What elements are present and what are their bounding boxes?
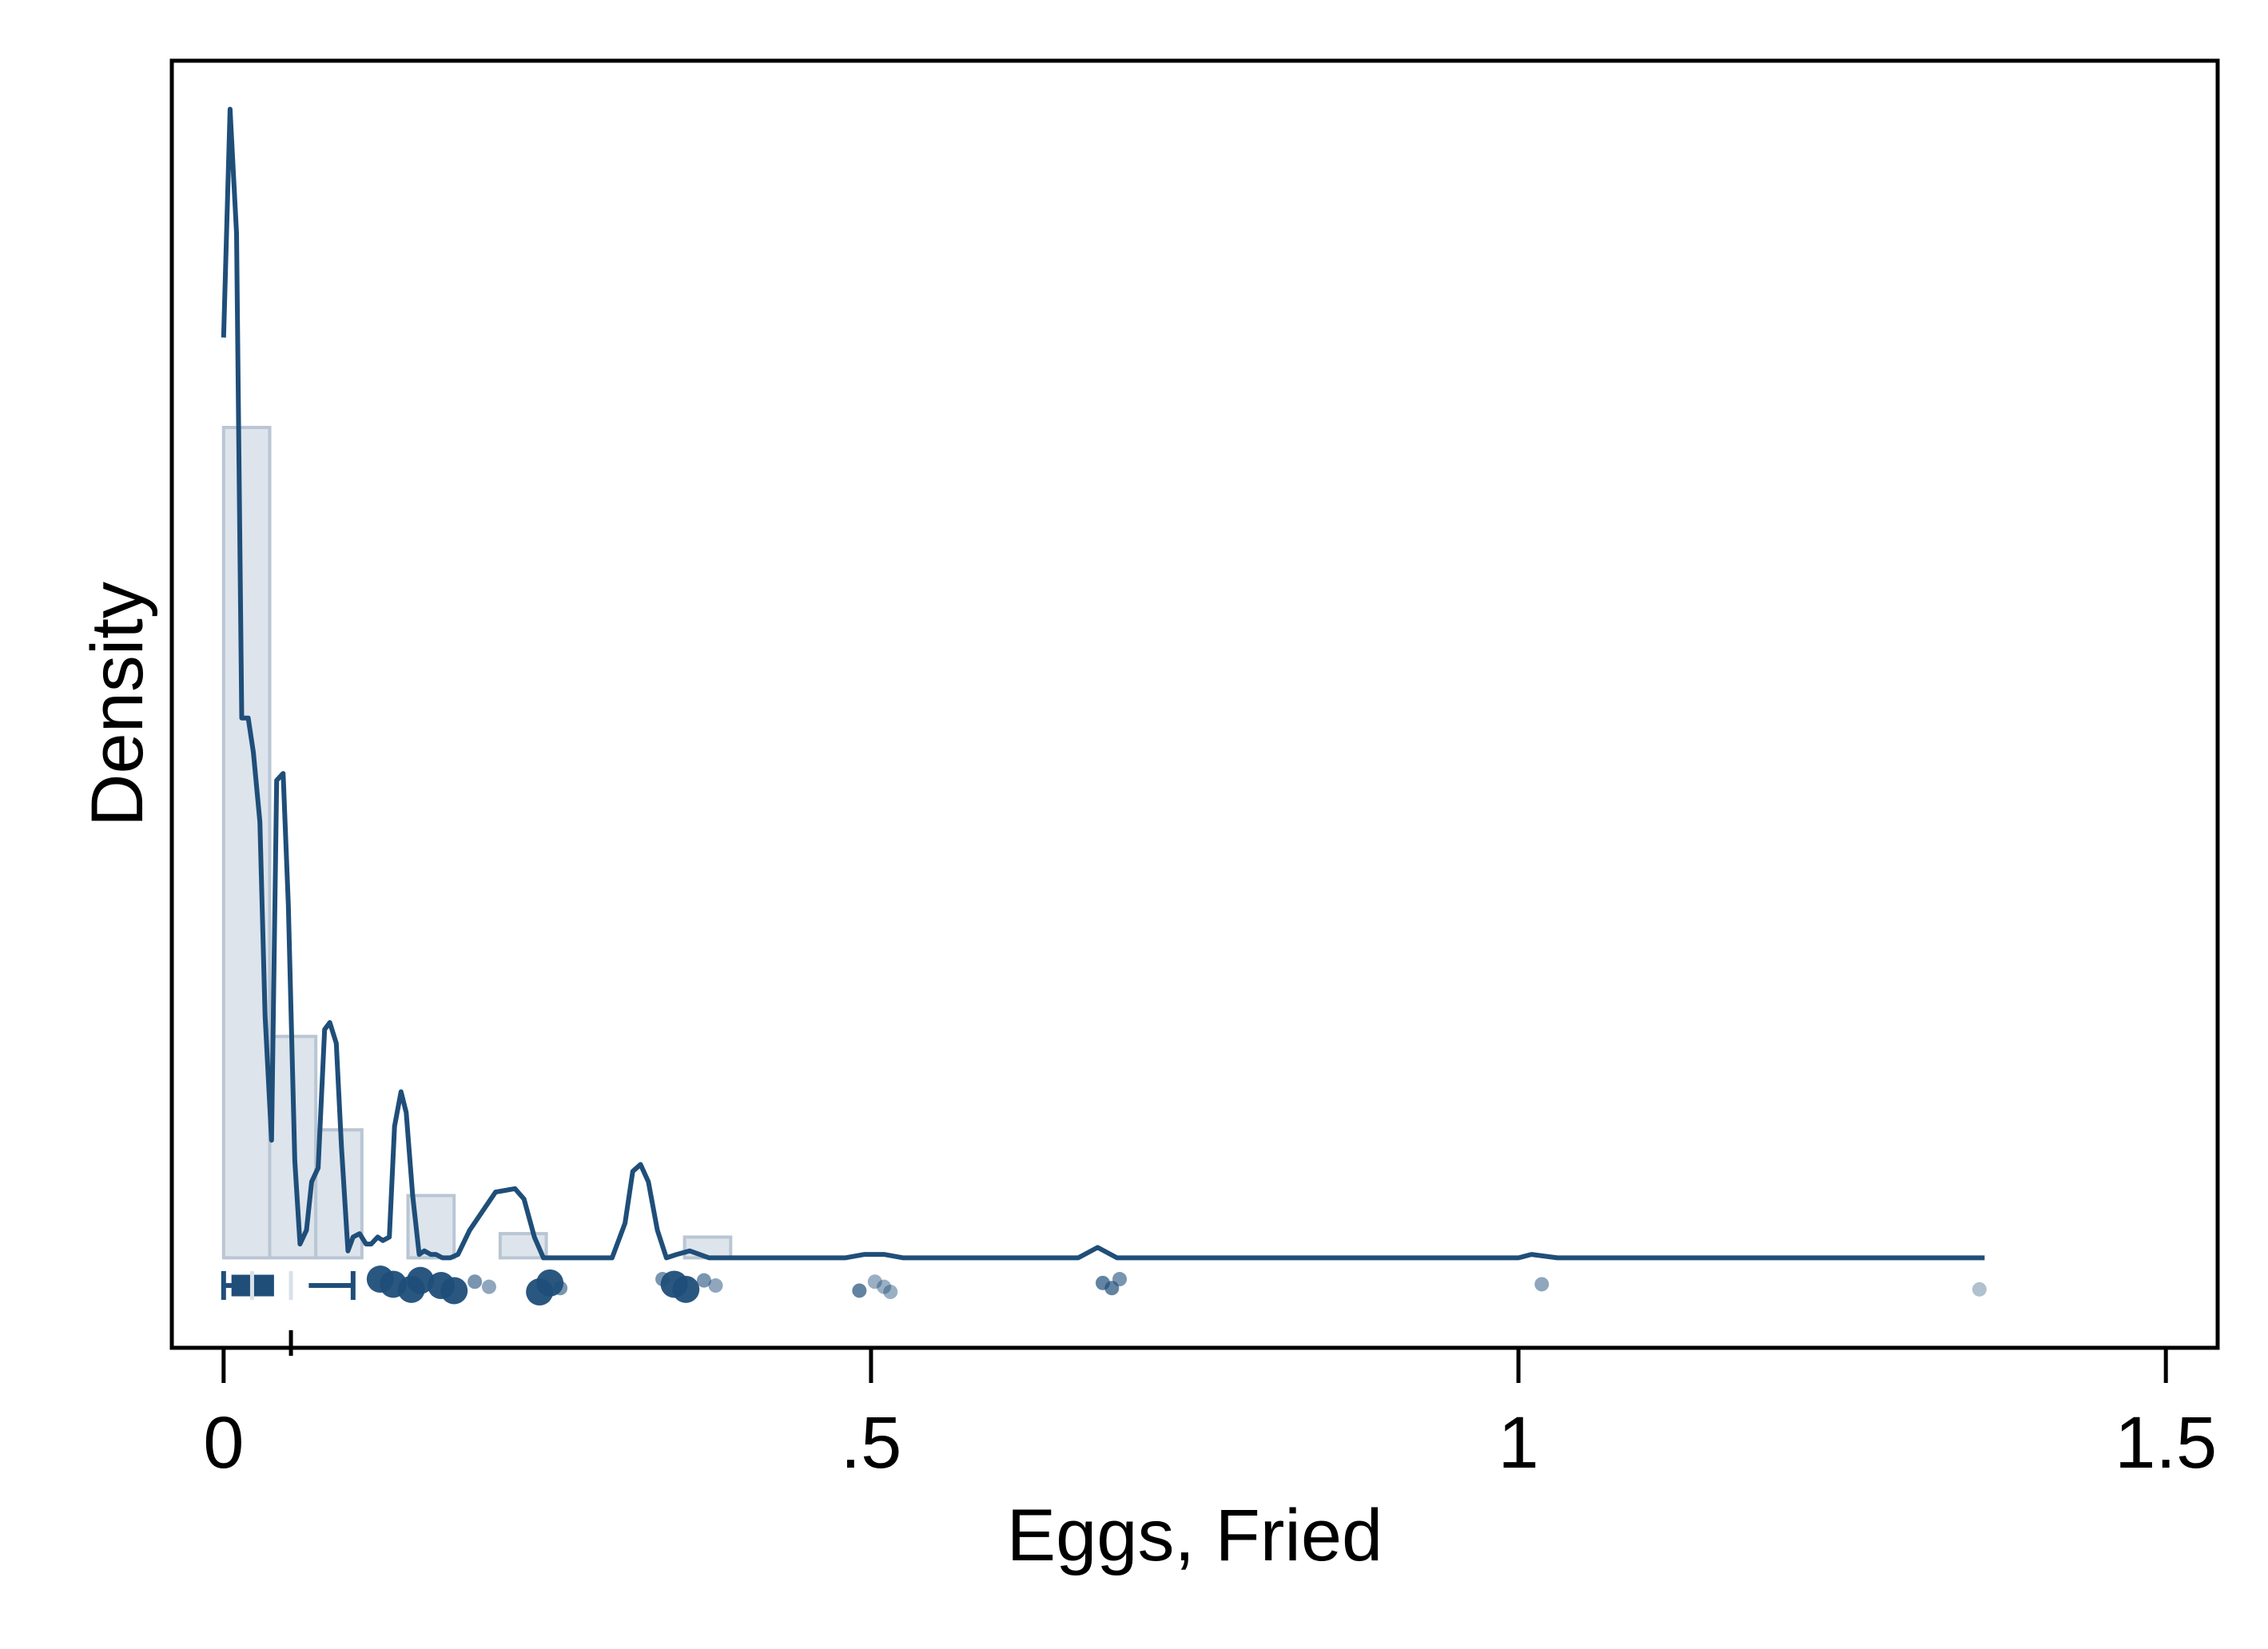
x-axis-label: Eggs, Fried (1007, 1495, 1383, 1576)
x-tick-label: .5 (841, 1402, 902, 1484)
density-curve-layer (221, 106, 1985, 1261)
jitter-points-layer (366, 1266, 1987, 1306)
jitter-point (696, 1273, 711, 1288)
jitter-point (852, 1283, 867, 1298)
y-axis-label: Density (77, 582, 158, 827)
jitter-point (708, 1278, 723, 1293)
boxplot-layer (221, 1271, 356, 1301)
jitter-point (553, 1281, 568, 1296)
jitter-point (407, 1266, 435, 1294)
jitter-point (468, 1274, 483, 1289)
histogram-bar (682, 1235, 733, 1260)
jitter-point (877, 1279, 892, 1294)
x-tick-label: 1.5 (2115, 1402, 2217, 1484)
plot-frame (169, 58, 2220, 1350)
density-curve (221, 106, 1985, 1261)
jitter-point (1112, 1272, 1128, 1287)
jitter-point (1972, 1281, 1987, 1297)
x-axis-ticks: 0 .5 1 1.5 (203, 1330, 2217, 1484)
x-tick-label: 0 (203, 1402, 244, 1484)
histogram-bar (498, 1232, 548, 1260)
jitter-point (1534, 1277, 1550, 1292)
jitter-point (481, 1279, 496, 1294)
jitter-point (672, 1275, 700, 1303)
jitter-point (440, 1277, 468, 1305)
jitter-point (867, 1274, 882, 1289)
x-tick-label: 1 (1498, 1402, 1538, 1484)
jitter-point (883, 1285, 898, 1300)
